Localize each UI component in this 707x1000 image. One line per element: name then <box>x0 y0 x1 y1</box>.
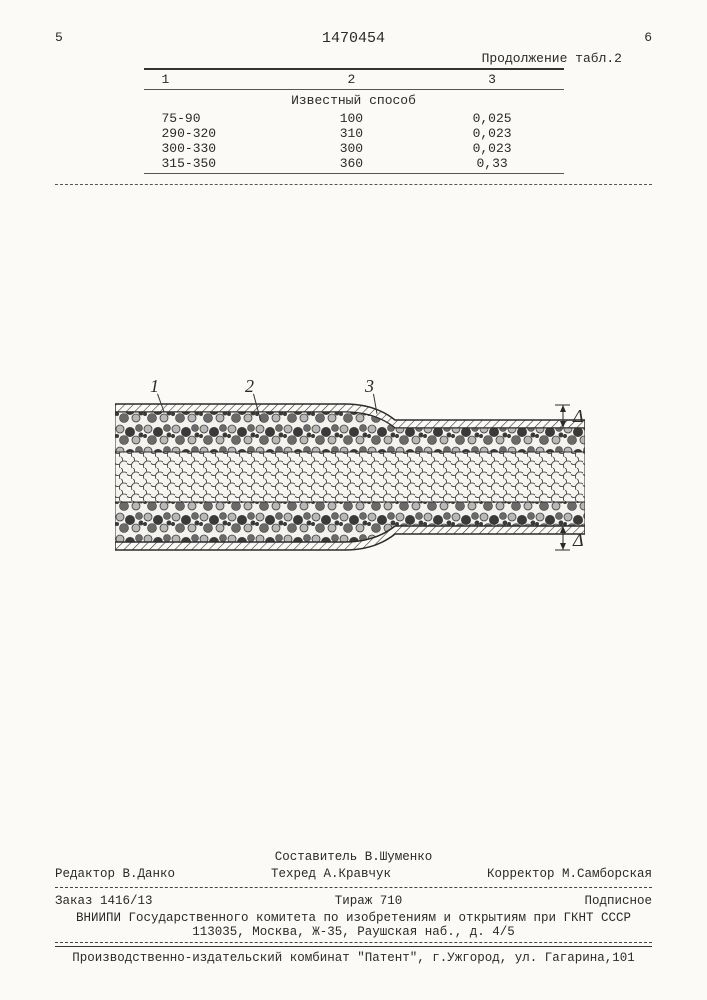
left-page-number: 5 <box>55 30 63 47</box>
right-page-number: 6 <box>644 30 652 47</box>
tirage-label: Тираж <box>335 894 373 908</box>
cross-section-figure: 1 2 3 Δ Δ <box>115 380 585 575</box>
tirage-value: 710 <box>380 894 403 908</box>
compiler-name: В.Шуменко <box>365 850 433 864</box>
data-table: 1 2 3 Известный способ 75-90 100 0,025 2… <box>144 68 564 174</box>
org-line-2: 113035, Москва, Ж-35, Раушская наб., д. … <box>55 925 652 939</box>
delta-bottom: Δ <box>573 530 584 551</box>
patent-number: 1470454 <box>63 30 644 47</box>
page-header: 5 1470454 6 <box>55 30 652 47</box>
col-header: 2 <box>282 72 421 87</box>
table-continuation-label: Продолжение табл.2 <box>55 51 622 66</box>
order-value: 1416/13 <box>100 894 153 908</box>
table-row: 290-320 310 0,023 <box>144 126 564 141</box>
col-header: 1 <box>144 72 283 87</box>
editor-label: Редактор <box>55 867 115 881</box>
table-row: 315-350 360 0,33 <box>144 156 564 171</box>
imprint-footer: Составитель В.Шуменко Редактор В.Данко Т… <box>55 850 652 965</box>
table-row: 75-90 100 0,025 <box>144 111 564 126</box>
table-subheading: Известный способ <box>144 93 564 108</box>
publisher-line: Производственно-издательский комбинат "П… <box>55 951 652 965</box>
order-label: Заказ <box>55 894 93 908</box>
tech-label: Техред <box>271 867 316 881</box>
corrector-name: М.Самборская <box>562 867 652 881</box>
compiler-label: Составитель <box>275 850 358 864</box>
table-header-row: 1 2 3 <box>144 72 564 87</box>
tech-name: А.Кравчук <box>324 867 392 881</box>
table-row: 300-330 300 0,023 <box>144 141 564 156</box>
subscription-label: Подписное <box>584 894 652 908</box>
corrector-label: Корректор <box>487 867 555 881</box>
delta-top: Δ <box>573 406 584 427</box>
editor-name: В.Данко <box>123 867 176 881</box>
col-header: 3 <box>421 72 564 87</box>
pipe-cross-section-svg <box>115 380 585 575</box>
org-line-1: ВНИИПИ Государственного комитета по изоб… <box>55 911 652 925</box>
